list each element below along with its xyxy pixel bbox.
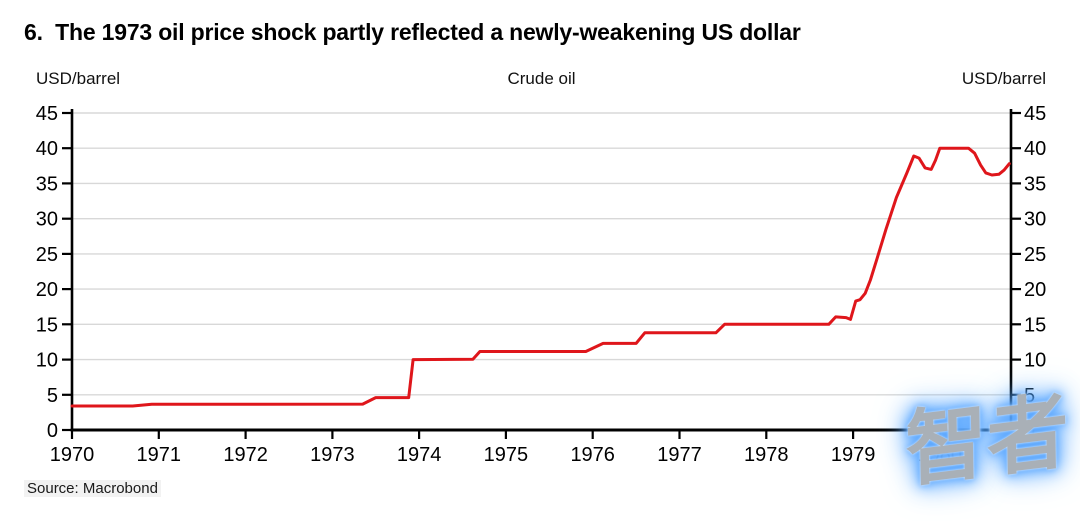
y-tick-label-right: 15 [1024, 314, 1046, 336]
x-tick-label: 1978 [744, 444, 789, 466]
y-tick-label-right: 25 [1024, 244, 1046, 266]
y-tick-label-left: 25 [36, 244, 58, 266]
y-tick-label-left: 30 [36, 209, 58, 231]
y-tick-label-left: 15 [36, 314, 58, 336]
y-tick-label-left: 35 [36, 173, 58, 195]
x-tick-label: 1971 [137, 444, 182, 466]
source-note: Source: Macrobond [24, 480, 161, 497]
x-tick-label: 1970 [50, 444, 95, 466]
y-tick-label-right: 30 [1024, 209, 1046, 231]
y-tick-label-left: 20 [36, 279, 58, 301]
x-tick-label: 1980 [918, 444, 963, 466]
x-tick-label: 1975 [484, 444, 529, 466]
right-axis-unit-label: USD/barrel [961, 69, 1046, 88]
y-tick-label-right: 5 [1024, 385, 1035, 407]
y-tick-label-right: 10 [1024, 350, 1046, 372]
y-tick-label-left: 0 [47, 420, 58, 442]
x-tick-label: 1976 [570, 444, 615, 466]
left-axis-unit-label: USD/barrel [36, 69, 121, 88]
x-tick-label: 1977 [657, 444, 702, 466]
y-tick-label-right: 35 [1024, 173, 1046, 195]
y-tick-label-left: 40 [36, 138, 58, 160]
x-tick-label: 1974 [397, 444, 442, 466]
x-tick-label: 1979 [831, 444, 876, 466]
y-tick-label-right: 0 [1024, 420, 1035, 442]
y-tick-label-right: 40 [1024, 138, 1046, 160]
x-tick-label: 1973 [310, 444, 355, 466]
y-tick-label-left: 45 [36, 103, 58, 125]
page-title: 6. The 1973 oil price shock partly refle… [24, 19, 801, 45]
y-tick-label-left: 10 [36, 350, 58, 372]
y-tick-label-right: 45 [1024, 103, 1046, 125]
y-tick-label-left: 5 [47, 385, 58, 407]
chart-subtitle: Crude oil [507, 69, 576, 88]
y-tick-label-right: 20 [1024, 279, 1046, 301]
watermark: 智者 [904, 385, 1070, 498]
crude-oil-line [70, 146, 1011, 408]
x-tick-label: 1972 [223, 444, 268, 466]
